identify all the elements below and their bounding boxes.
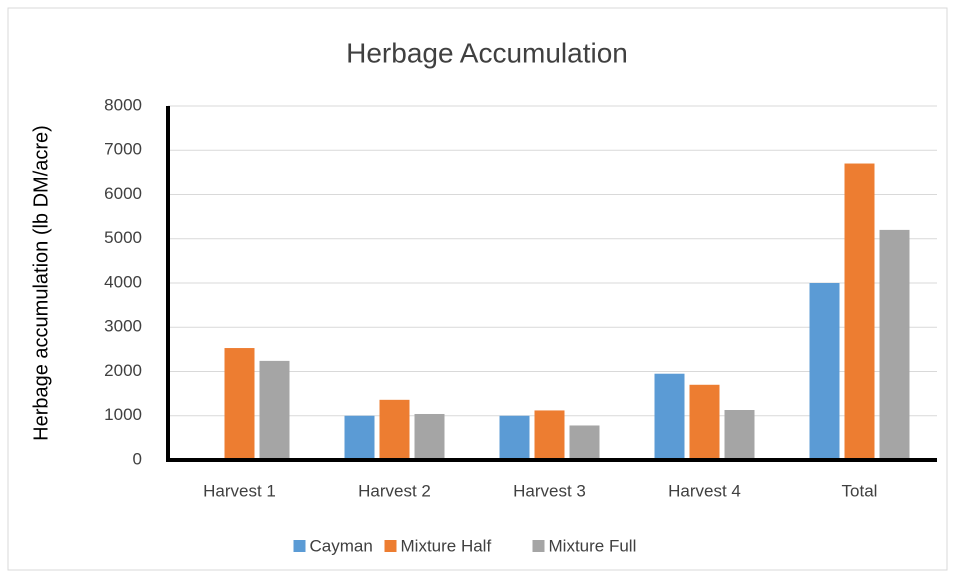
- bar: [879, 229, 910, 460]
- y-tick-label: 2000: [104, 361, 142, 380]
- y-axis-label: Herbage accumulation (lb DM/acre): [30, 125, 52, 441]
- y-tick-label: 1000: [104, 405, 142, 424]
- bar: [844, 163, 875, 460]
- legend-swatch: [532, 540, 545, 552]
- x-tick-label: Total: [842, 481, 878, 500]
- bar: [414, 413, 445, 460]
- y-tick-label: 3000: [104, 317, 142, 336]
- y-tick-label: 7000: [104, 140, 142, 159]
- bar: [689, 384, 720, 460]
- y-tick-label: 0: [133, 449, 142, 468]
- legend-swatch: [293, 540, 306, 552]
- legend-label: Cayman: [310, 536, 373, 555]
- bar: [654, 373, 685, 460]
- chart-title: Herbage Accumulation: [346, 37, 628, 68]
- x-tick-label: Harvest 4: [668, 481, 741, 500]
- x-tick-label: Harvest 3: [513, 481, 586, 500]
- bar: [379, 399, 410, 460]
- bar: [569, 425, 600, 460]
- legend-label: Mixture Full: [549, 536, 637, 555]
- bar: [534, 410, 565, 460]
- bar: [344, 415, 375, 460]
- y-tick-label: 5000: [104, 228, 142, 247]
- legend-label: Mixture Half: [401, 536, 492, 555]
- y-tick-label: 4000: [104, 272, 142, 291]
- y-tick-label: 8000: [104, 95, 142, 114]
- bar: [259, 360, 290, 460]
- legend-swatch: [384, 540, 397, 552]
- bar: [724, 409, 755, 460]
- bar: [224, 348, 255, 460]
- bar: [499, 415, 530, 460]
- y-tick-label: 6000: [104, 184, 142, 203]
- x-tick-label: Harvest 1: [203, 481, 276, 500]
- chart-border: [7, 7, 948, 571]
- x-tick-label: Harvest 2: [358, 481, 431, 500]
- bar: [809, 283, 840, 460]
